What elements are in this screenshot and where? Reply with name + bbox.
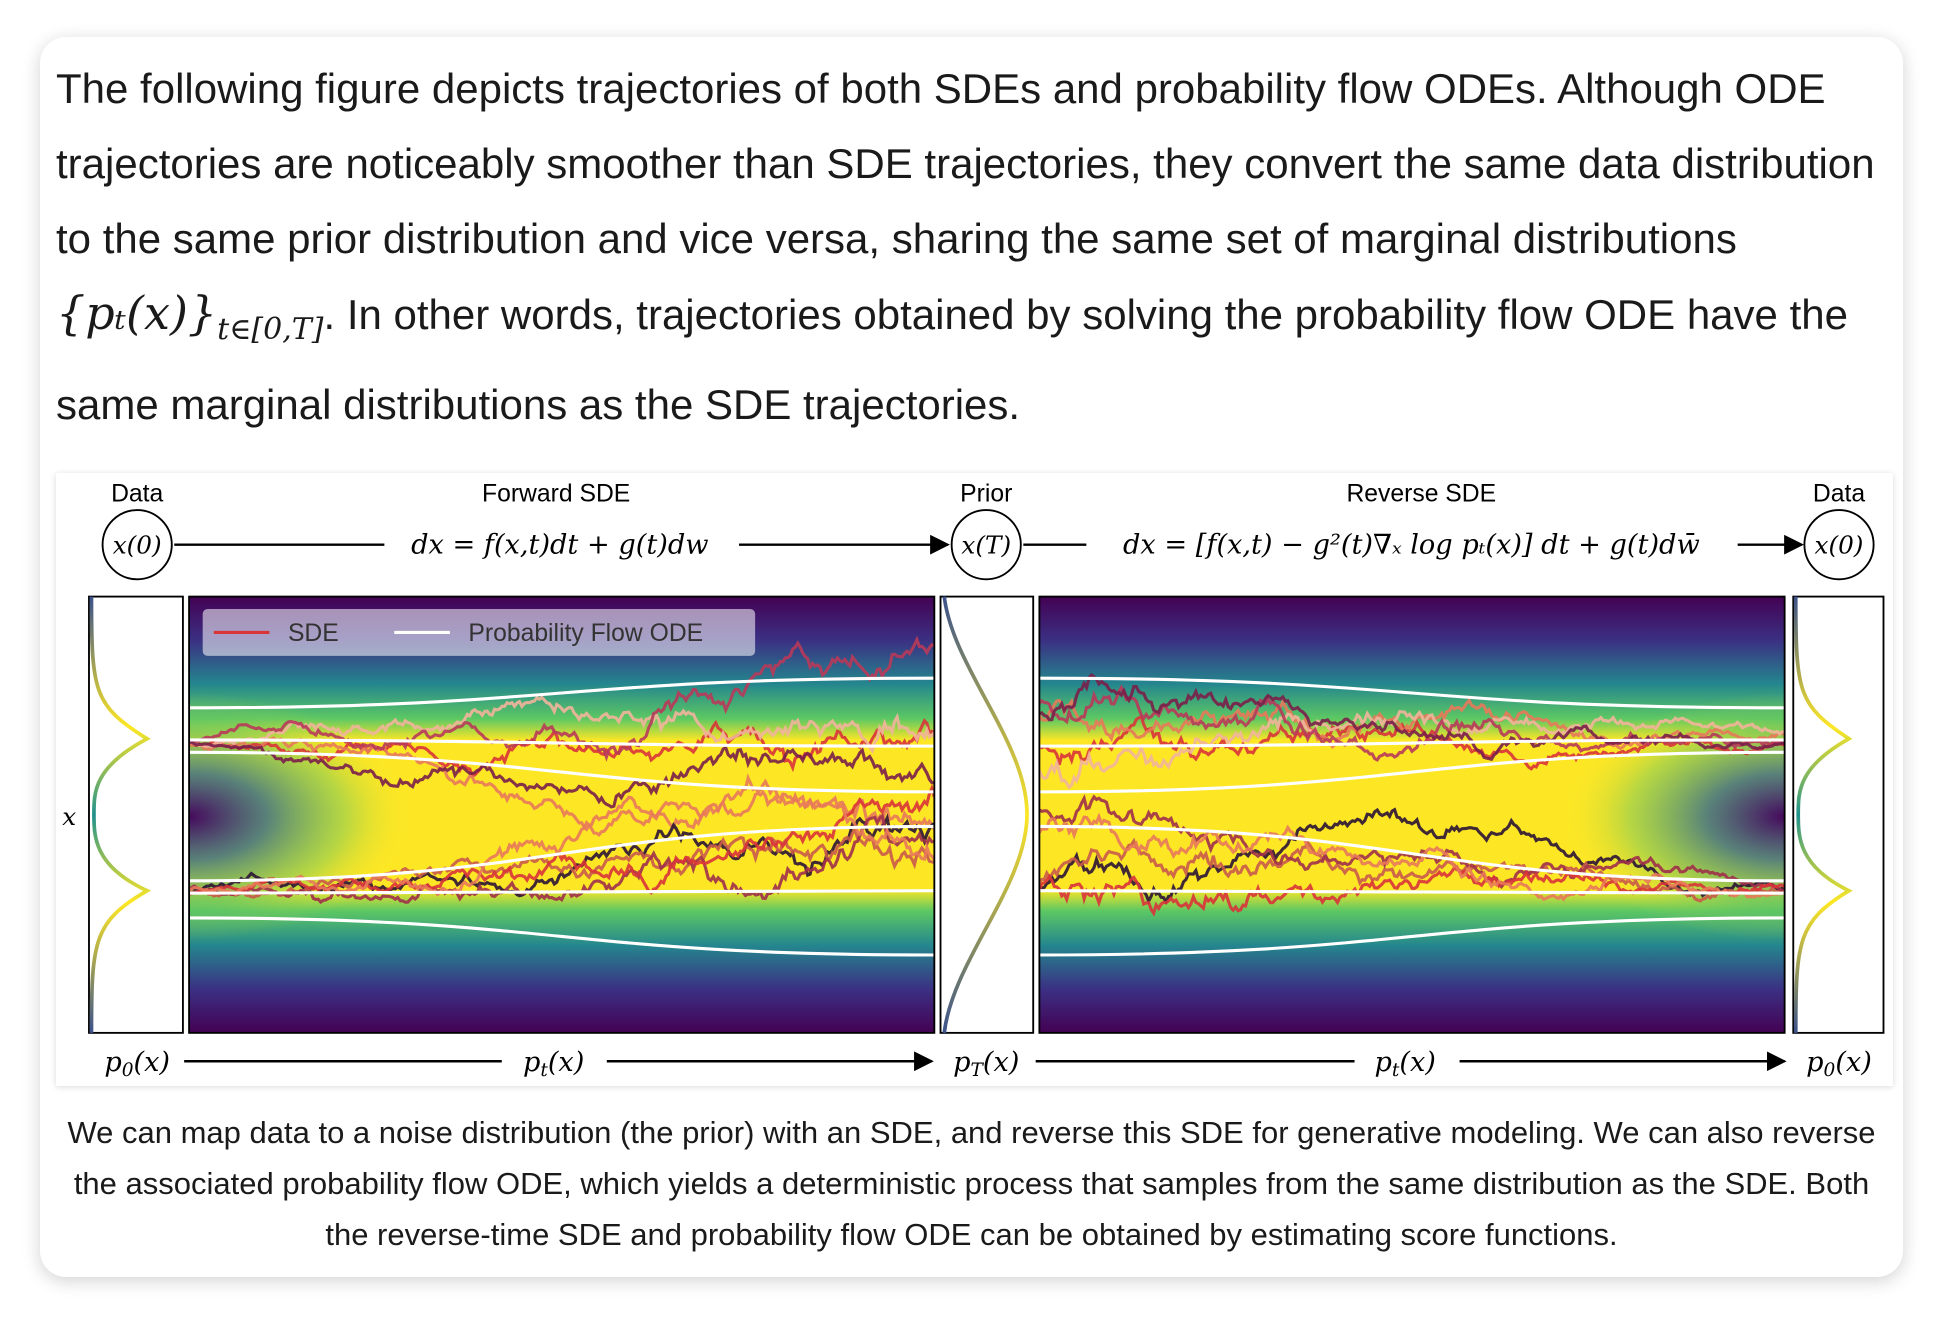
label-subscript: T	[970, 1060, 984, 1081]
sde-trajectory	[189, 695, 935, 755]
paragraph-text: . In other words, trajectories obtained …	[56, 291, 1848, 429]
equation: dx = [f(x,t) − g²(t)∇ₓ log pₜ(x)] dt + g…	[1123, 529, 1700, 560]
label-rest: (x)	[134, 1047, 171, 1078]
label-main: p	[953, 1047, 970, 1078]
sde-trajectory	[1039, 864, 1785, 917]
ode-trajectory	[1039, 750, 1785, 794]
panel-title: Reverse SDE	[1346, 480, 1496, 507]
sde-trajectory	[1039, 709, 1785, 790]
ode-trajectory	[189, 824, 935, 883]
sde-trajectory	[189, 812, 935, 905]
density-labels: p0(x) pt(x) pT(x) pt(x) p0(x)	[104, 1047, 1872, 1081]
label-rest: (x)	[548, 1047, 585, 1078]
density-label: p0(x)	[104, 1047, 170, 1081]
trajectories	[189, 635, 935, 957]
ode-trajectory	[1039, 889, 1785, 895]
inline-math: {pₜ(x)}t∈[0,T]	[56, 286, 323, 347]
density-curve	[942, 596, 1029, 1034]
figure-caption: We can map data to a noise distribution …	[67, 1115, 1876, 1252]
ode-trajectory	[1039, 676, 1785, 710]
node-label: x(0)	[1815, 530, 1864, 559]
sde-trajectory	[189, 783, 935, 896]
density-label: pt(x)	[523, 1047, 584, 1081]
label-rest: (x)	[1835, 1047, 1872, 1078]
density-curve	[89, 596, 152, 1033]
density-box	[1792, 595, 1885, 1034]
node-circle	[1803, 509, 1875, 581]
sde-trajectory	[1039, 837, 1785, 903]
paragraph-text: The following figure depicts trajectorie…	[56, 65, 1875, 262]
math-subscript: t∈[0,T]	[217, 312, 324, 348]
panel-title: Forward SDE	[482, 480, 630, 507]
density-label: p0(x)	[1806, 1047, 1872, 1081]
legend-label: Probability Flow ODE	[468, 620, 703, 647]
panel-frame	[188, 595, 936, 1034]
density-label: pt(x)	[1375, 1047, 1436, 1081]
ode-trajectory	[189, 676, 935, 710]
node-circle	[101, 509, 173, 581]
label-main: p	[1806, 1047, 1823, 1078]
label-main: p	[523, 1047, 540, 1078]
axis-label: x	[62, 802, 76, 831]
ode-trajectory	[1039, 824, 1785, 883]
node-label: x(T)	[961, 530, 1011, 559]
label-subscript: 0	[122, 1060, 134, 1081]
panel-title: Data	[1813, 480, 1865, 507]
legend	[202, 608, 756, 656]
ode-trajectory	[189, 889, 935, 895]
node-label: x(0)	[113, 530, 162, 559]
panel-title: Data	[111, 480, 163, 507]
sde-trajectory	[189, 740, 935, 809]
math-main: {pₜ(x)}	[56, 286, 218, 340]
label-subscript: t	[540, 1060, 548, 1081]
panel-frame	[1038, 595, 1786, 1034]
sde-trajectory	[189, 773, 935, 897]
figure: Data Forward SDE Prior Reverse SDE Data …	[56, 473, 1893, 1086]
label-rest: (x)	[1399, 1047, 1436, 1078]
label-subscript: 0	[1824, 1060, 1836, 1081]
density-label: pT(x)	[953, 1047, 1019, 1081]
label-rest: (x)	[983, 1047, 1020, 1078]
ode-trajectory	[1039, 916, 1785, 957]
ode-trajectory	[189, 738, 935, 748]
density-box	[939, 595, 1035, 1034]
equation: dx = f(x,t)dt + g(t)dw	[411, 529, 708, 560]
trajectories	[1039, 673, 1785, 957]
panel-title: Prior	[960, 480, 1012, 507]
sde-trajectory	[1039, 812, 1785, 902]
node-circle	[950, 509, 1022, 581]
label-main: p	[104, 1047, 121, 1078]
article-card: The following figure depicts trajectorie…	[40, 37, 1903, 1277]
label-main: p	[1375, 1047, 1392, 1078]
ode-trajectory	[189, 916, 935, 957]
density-curve	[1793, 596, 1853, 1033]
paragraph: The following figure depicts trajectorie…	[56, 51, 1891, 442]
sde-trajectory	[189, 635, 935, 762]
ode-trajectory	[1039, 738, 1785, 748]
label-subscript: t	[1392, 1060, 1400, 1081]
density-box	[88, 595, 184, 1034]
legend-label: SDE	[288, 620, 339, 647]
ode-trajectory	[189, 750, 935, 794]
